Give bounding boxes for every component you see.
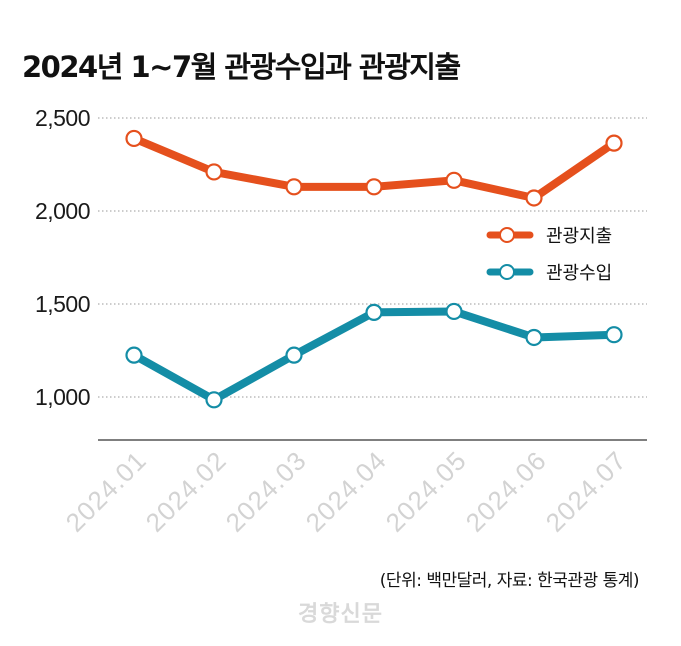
data-point [605,134,623,152]
x-tick-label: 2024.06 [460,445,553,538]
legend-label: 관광수입 [546,263,612,284]
x-tick-label: 2024.02 [140,445,233,538]
series-2 [125,302,623,409]
legend-item: 관광수입 [486,263,612,284]
x-tick-label: 2024.04 [300,445,393,538]
legend-item: 관광지출 [486,226,612,247]
data-point [285,178,303,196]
data-point [525,189,543,207]
data-point [365,303,383,321]
data-point [365,178,383,196]
x-tick-label: 2024.05 [380,445,473,538]
y-tick-label: 1,000 [35,384,90,410]
data-point [125,129,143,148]
data-point [605,326,623,344]
x-axis-ticks: 2024.012024.022024.032024.042024.052024.… [60,445,633,538]
y-tick-label: 2,500 [35,105,90,131]
data-point [205,391,223,409]
series-lines [125,129,623,409]
x-tick-label: 2024.07 [540,445,633,538]
data-point [525,328,543,347]
data-point [125,346,143,364]
y-tick-label: 2,000 [35,198,90,224]
data-point [205,163,223,181]
x-tick-label: 2024.01 [60,445,153,538]
data-point [445,302,463,321]
series-1 [125,129,623,207]
legend-swatch-marker [499,227,515,243]
x-tick-label: 2024.03 [220,445,313,538]
chart-title: 2024년 1~7월 관광수입과 관광지출 [22,50,461,84]
legend-swatch-marker [499,264,515,280]
y-axis-ticks: 1,000 1,500 2,000 2,500 [35,105,91,410]
source-note: (단위: 백만달러, 자료: 한국관광 통계) [379,571,640,591]
data-point [445,171,463,189]
data-point [285,346,303,364]
legend-label: 관광지출 [546,226,612,247]
watermark: 경향신문 [298,602,383,627]
y-tick-label: 1,500 [35,291,90,317]
series-line [130,307,618,404]
gridlines [98,117,647,398]
